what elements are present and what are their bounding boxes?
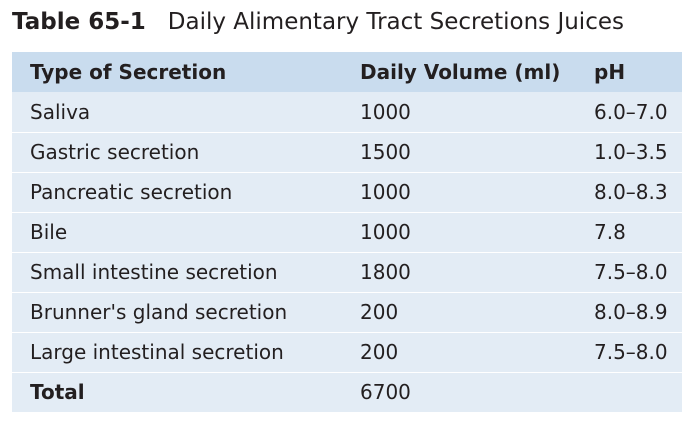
secretion-type-cell: Saliva [30, 99, 91, 124]
header-type-of-secretion: Type of Secretion [30, 60, 227, 84]
secretion-type-cell: Pancreatic secretion [12, 171, 342, 212]
table-row: Pancreatic secretion 1000 8.0–8.3 [12, 171, 682, 212]
ph-cell: 1.0–3.5 [576, 131, 682, 172]
ph-cell: 7.8 [576, 211, 682, 252]
table-row: Bile 1000 7.8 [12, 211, 682, 252]
table-number: Table 65-1 [12, 9, 146, 35]
header-ph: pH [594, 60, 626, 84]
header-row: Type of Secretion Daily Volume (ml) pH [12, 52, 682, 92]
ph-cell: 8.0–8.3 [576, 171, 682, 212]
total-label: Total [12, 371, 342, 412]
daily-volume-cell: 200 [342, 291, 576, 332]
ph-cell: 7.5–8.0 [576, 251, 682, 292]
table-header: Type of Secretion Daily Volume (ml) pH [12, 52, 682, 92]
total-row: Total 6700 [12, 371, 682, 412]
secretion-type-cell: Gastric secretion [12, 131, 342, 172]
table-row: Brunner's gland secretion 200 8.0–8.9 [12, 291, 682, 332]
ph-cell: 8.0–8.9 [576, 291, 682, 332]
secretion-type-cell: Bile [12, 211, 342, 252]
daily-volume-cell: 1500 [342, 131, 576, 172]
table-body: Saliva 1000 6.0–7.0 Gastric secretion 15… [12, 92, 682, 412]
secretions-table-container: Type of Secretion Daily Volume (ml) pH S… [12, 52, 682, 412]
table-row: Gastric secretion 1500 1.0–3.5 [12, 131, 682, 172]
daily-volume-cell: 200 [342, 331, 576, 372]
ph-cell: 7.5–8.0 [576, 331, 682, 372]
total-ph [576, 371, 682, 412]
table-row: Saliva 1000 6.0–7.0 [12, 92, 682, 132]
daily-volume-cell: 1000 [342, 171, 576, 212]
total-volume: 6700 [342, 371, 576, 412]
secretion-type-cell: Brunner's gland secretion [12, 291, 342, 332]
ph-cell: 6.0–7.0 [594, 99, 668, 124]
secretion-type-cell: Small intestine secretion [12, 251, 342, 292]
secretion-type-cell: Large intestinal secretion [12, 331, 342, 372]
secretions-table: Type of Secretion Daily Volume (ml) pH S… [12, 52, 682, 412]
table-title: Daily Alimentary Tract Secretions Juices [167, 9, 624, 35]
daily-volume-cell: 1800 [342, 251, 576, 292]
table-caption: Table 65-1 Daily Alimentary Tract Secreti… [12, 4, 624, 40]
header-daily-volume: Daily Volume (ml) [360, 60, 561, 84]
table-row: Small intestine secretion 1800 7.5–8.0 [12, 251, 682, 292]
daily-volume-cell: 1000 [342, 211, 576, 252]
daily-volume-cell: 1000 [360, 99, 411, 124]
table-row: Large intestinal secretion 200 7.5–8.0 [12, 331, 682, 372]
